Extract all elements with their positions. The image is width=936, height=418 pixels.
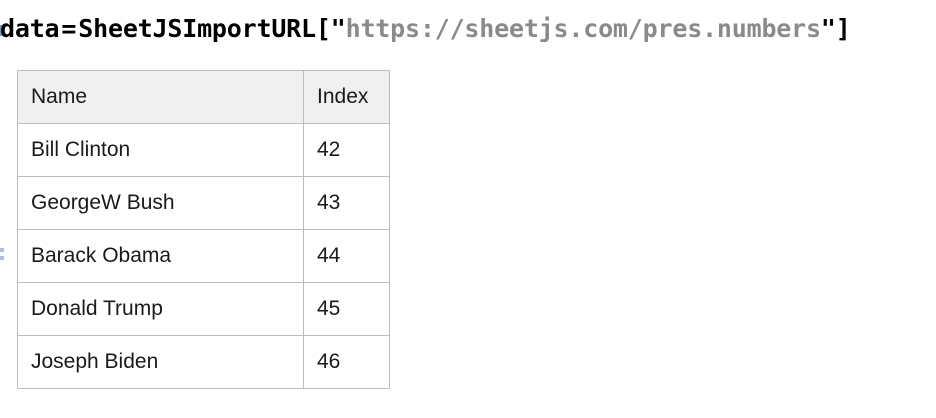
table-row[interactable]: GeorgeW Bush 43	[17, 176, 390, 230]
table-header-row: Name Index	[17, 70, 390, 124]
variable-name: data	[0, 13, 60, 43]
open-bracket: [	[315, 13, 331, 43]
column-header-name[interactable]: Name	[17, 70, 304, 124]
cell-name: Barack Obama	[17, 229, 304, 283]
assignment-operator: =	[61, 13, 77, 43]
column-header-index[interactable]: Index	[303, 70, 390, 124]
cell-index: 45	[303, 282, 390, 336]
cell-index: 43	[303, 176, 390, 230]
table-header: Name Index	[17, 70, 390, 124]
table-row[interactable]: Bill Clinton 42	[17, 123, 390, 177]
left-edge-truncated-marker-middle-lower	[0, 256, 4, 260]
cell-index: 42	[303, 123, 390, 177]
cell-name: Donald Trump	[17, 282, 304, 336]
open-quote: "	[330, 13, 346, 43]
table-row[interactable]: Barack Obama 44	[17, 229, 390, 283]
cell-name: Bill Clinton	[17, 123, 304, 177]
table-body: Bill Clinton 42 GeorgeW Bush 43 Barack O…	[17, 123, 390, 389]
left-edge-truncated-marker-middle	[0, 248, 4, 252]
function-name: SheetJSImportURL	[78, 13, 316, 43]
cell-index: 46	[303, 335, 390, 389]
cell-name: Joseph Biden	[17, 335, 304, 389]
table-row[interactable]: Donald Trump 45	[17, 282, 390, 336]
results-table: Name Index Bill Clinton 42 GeorgeW Bush …	[17, 70, 390, 389]
left-edge-truncated-marker-top	[0, 25, 4, 36]
url-string-literal: https://sheetjs.com/pres.numbers	[345, 13, 821, 43]
cell-name: GeorgeW Bush	[17, 176, 304, 230]
close-quote: "	[820, 13, 836, 43]
formula-code-line[interactable]: data = SheetJSImportURL [ " https://shee…	[0, 8, 936, 48]
cell-index: 44	[303, 229, 390, 283]
table-row[interactable]: Joseph Biden 46	[17, 335, 390, 389]
close-bracket: ]	[835, 13, 851, 43]
